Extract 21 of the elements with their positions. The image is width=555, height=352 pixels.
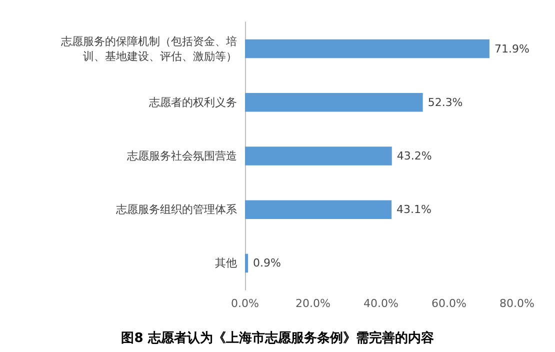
data-label: 43.2% (396, 150, 432, 162)
x-tick-label: 40.0% (364, 297, 398, 310)
bar (245, 39, 490, 58)
data-label: 0.9% (253, 256, 282, 270)
y-tick-label: 其他 (215, 256, 237, 270)
x-tick-label: 60.0% (432, 297, 466, 310)
x-tick-label: 0.0% (231, 297, 259, 310)
x-tick-label: 20.0% (296, 297, 330, 310)
y-tick-label: 志愿服务组织的管理体系 (116, 203, 237, 216)
text: 图8 志愿者认为《上海市志愿服务条例》需完善的内容 (121, 330, 434, 346)
bar (245, 146, 392, 166)
y-tick-label: 志愿服务的保障机制（包括资金、培训、基地建设、评估、激励等） (61, 34, 237, 63)
data-label: 71.9% (494, 42, 530, 56)
y-tick-label: 志愿服务社会氛围营造 (127, 150, 237, 162)
bar (245, 200, 392, 219)
bar (245, 254, 248, 273)
y-tick-label: 志愿者的权利义务 (149, 96, 237, 109)
bar (245, 93, 423, 112)
x-tick-label: 80.0% (500, 297, 534, 310)
data-label: 43.1% (396, 203, 432, 216)
data-label: 52.3% (428, 96, 463, 109)
